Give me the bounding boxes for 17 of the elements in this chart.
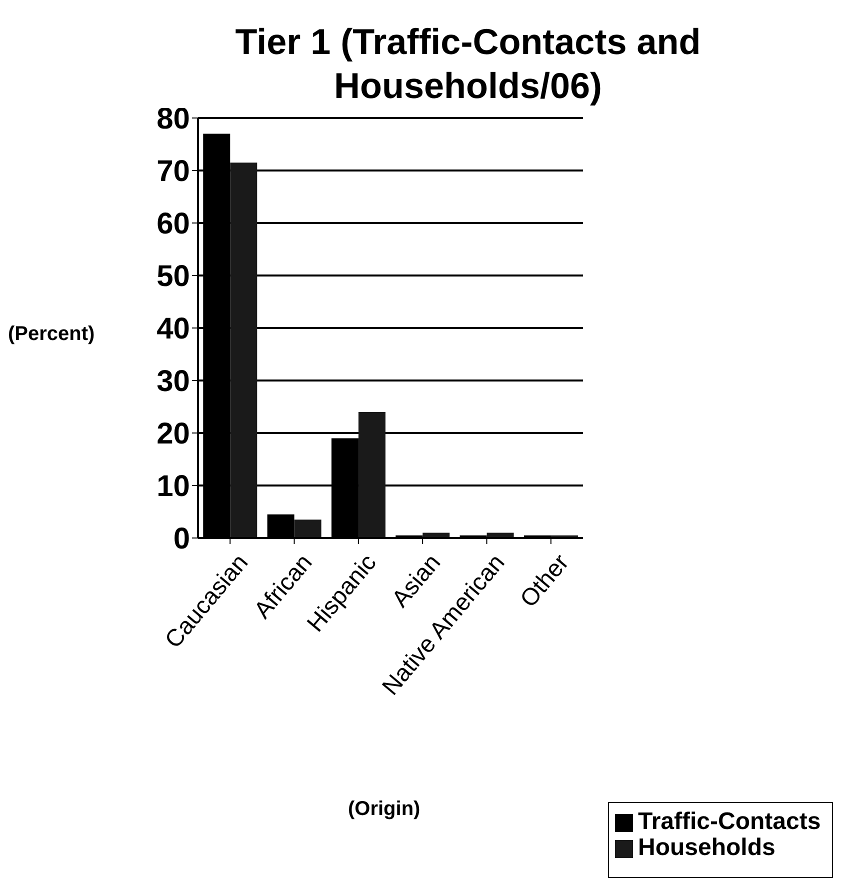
y-tick-label: 80 [156,102,190,136]
y-tick-label: 20 [156,418,190,451]
legend-label: Households [638,834,776,861]
bar [230,162,258,538]
legend-label: Traffic-Contacts [638,808,822,835]
y-tick-label: 60 [156,208,190,241]
y-tick-label: 30 [156,365,190,398]
bar [294,520,322,538]
y-tick-label: 40 [156,312,190,346]
chart-title: Tier 1 (Traffic-Contacts and Households/06) [235,21,701,106]
y-tick-label: 50 [156,260,190,294]
x-axis-title: (Origin) [348,798,420,821]
y-tick-label: 70 [156,155,190,188]
bar [358,412,386,538]
y-axis-title: (Percent) [8,323,95,346]
y-tick-label: 10 [156,470,190,504]
y-tick-label: 0 [173,522,190,556]
